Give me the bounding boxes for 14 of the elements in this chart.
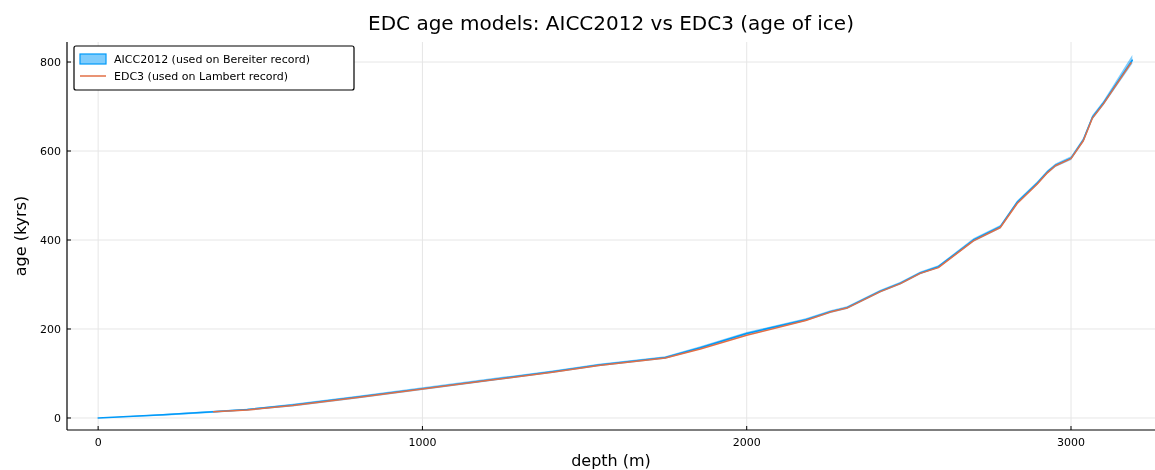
y-tick-label: 400 bbox=[40, 234, 61, 247]
y-tick-label: 0 bbox=[54, 411, 61, 425]
x-axis-title: depth (m) bbox=[571, 451, 651, 470]
x-tick-label: 2000 bbox=[732, 436, 761, 449]
y-tick-label: 800 bbox=[40, 56, 61, 70]
y-axis-title: age (kyrs) bbox=[11, 195, 30, 277]
legend-label: AICC2012 (used on Bereiter record) bbox=[114, 53, 311, 66]
legend-label: EDC3 (used on Lambert record) bbox=[114, 70, 289, 83]
x-tick-label: 1000 bbox=[408, 436, 437, 449]
x-tick-label: 3000 bbox=[1057, 436, 1086, 449]
y-tick-label: 200 bbox=[40, 323, 61, 336]
x-tick-label: 0 bbox=[94, 436, 102, 449]
chart-title: EDC age models: AICC2012 vs EDC3 (age of ice) bbox=[368, 11, 854, 35]
y-tick-label: 600 bbox=[40, 145, 61, 159]
